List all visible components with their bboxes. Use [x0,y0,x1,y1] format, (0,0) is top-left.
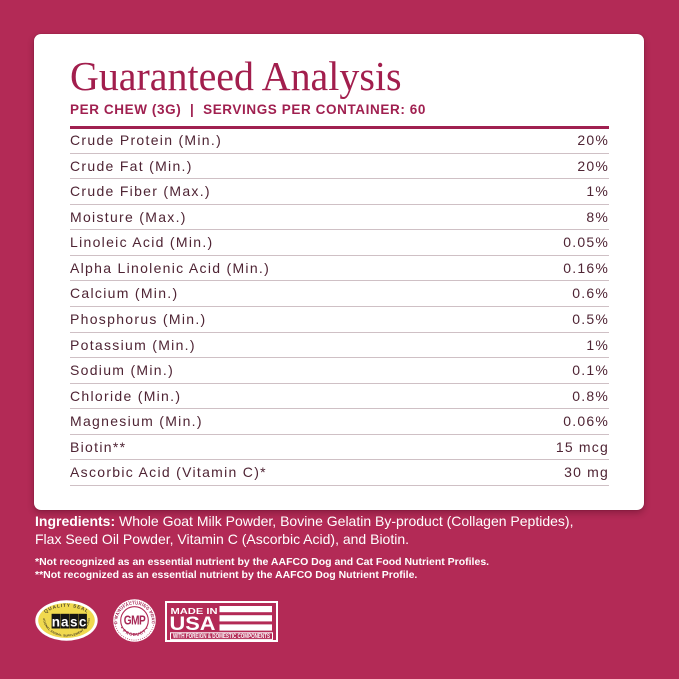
svg-text:GMP: GMP [124,613,146,627]
svg-text:WITH FOREIGN & DOMESTIC COMPON: WITH FOREIGN & DOMESTIC COMPONENTS [173,633,270,640]
svg-text:USA: USA [169,613,215,634]
svg-text:n: n [52,614,60,629]
svg-text:MADE IN: MADE IN [170,606,217,616]
svg-text:c: c [79,614,87,629]
svg-text:s: s [70,614,78,629]
svg-text:a: a [61,614,69,629]
